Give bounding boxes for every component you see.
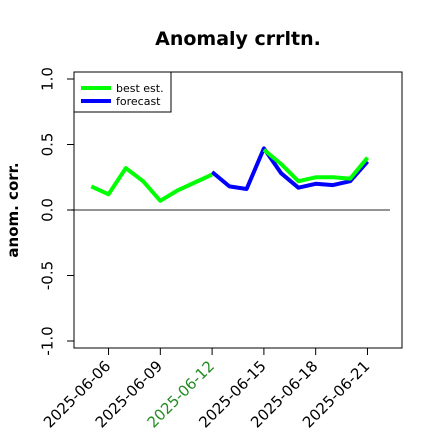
series-line-best-est [90, 166, 213, 203]
y-tick-label: -0.5 [39, 261, 57, 290]
legend-box [73, 71, 172, 113]
legend-label-best-est: best est. [116, 82, 164, 95]
x-axis: 2025-06-062025-06-092025-06-122025-06-15… [40, 347, 373, 431]
series-layer [90, 146, 370, 203]
legend: best est. forecast [73, 71, 172, 113]
y-axis-label: anom. corr. [4, 162, 22, 257]
y-tick-label: 0.5 [39, 133, 57, 157]
y-tick-label: -1.0 [39, 326, 57, 355]
y-tick-label: 1.0 [39, 67, 57, 91]
y-axis: -1.0 -0.5 0.0 0.5 1.0 [39, 67, 75, 356]
y-tick-label: 0.0 [39, 198, 57, 222]
legend-label-forecast: forecast [116, 95, 161, 108]
series-line-forecast [210, 146, 370, 191]
series-line-best-est [262, 148, 370, 184]
chart-title: Anomaly crrltn. [155, 28, 321, 50]
